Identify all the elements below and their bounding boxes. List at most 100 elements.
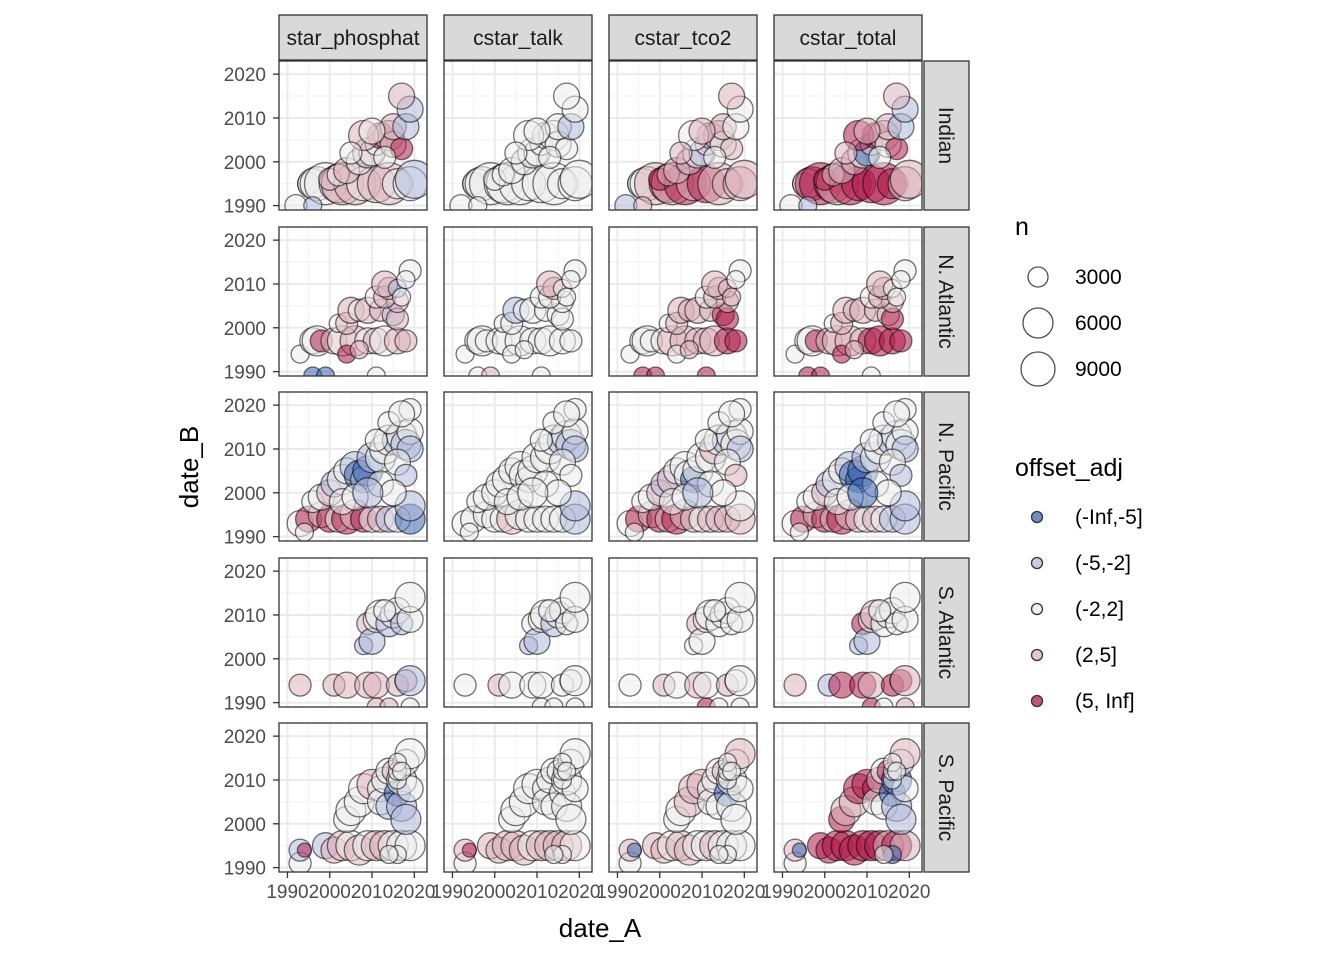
x-tick-label: 2010 [351,882,393,903]
y-tick-label: 2000 [224,319,266,340]
axes-layer: 1990200020102020199020002010202019902000… [224,65,931,903]
data-point [889,463,913,487]
panel-cstar-total-n-atlantic [773,226,923,377]
points-group [453,738,591,872]
points-group [288,581,426,707]
data-point [387,82,416,110]
y-tick-label: 2010 [224,606,266,627]
y-tick-label: 2010 [224,771,266,792]
panel-cstar-talk-indian [443,60,593,211]
data-point [362,671,390,699]
data-point [379,479,407,507]
data-point [721,287,742,307]
data-point [688,117,716,145]
color-legend-key [1030,694,1044,708]
data-point [626,842,643,858]
data-point [538,598,562,623]
panel-star-phosphat-indian [278,60,428,211]
color-legend: offset_adj (-Inf,-5] (-5,-2] (-2,2] (2,5] (5… [1015,454,1143,713]
data-point [853,117,881,145]
data-point [394,665,426,697]
panel-border [608,226,758,377]
strip-background [773,14,923,61]
column-strip-cstar-tco2: cstar_tco2 [608,14,758,61]
data-point [373,598,397,623]
column-strip-cstar-total: cstar_total [773,14,923,61]
color-legend-key [1030,602,1044,616]
data-point [373,145,397,170]
y-tick-label: 2020 [224,396,266,417]
column-strip-star-phosphat: star_phosphat [278,14,428,61]
panel-border [608,60,758,211]
data-point [857,671,885,699]
y-tick-label: 2000 [224,650,266,671]
y-axis-title: date_B [174,426,204,508]
color-legend-label: (2,5] [1075,644,1117,667]
panel-border [278,226,428,377]
panel-cstar-tco2-n-pacific [608,391,758,542]
x-tick-label: 2020 [888,882,930,903]
strip-background [923,722,970,873]
x-tick-label: 2010 [681,882,723,903]
size-legend-label: 9000 [1075,358,1122,381]
x-axis-title: date_A [559,913,642,943]
data-point [703,598,727,623]
data-point [556,761,577,781]
y-tick-label: 2000 [224,153,266,174]
panel-border [608,391,758,542]
data-point [352,477,384,509]
column-strip-label: star_phosphat [286,27,419,50]
data-point [724,329,748,353]
data-point [559,159,592,199]
panel-cstar-talk-n-atlantic [443,226,593,377]
data-point [720,803,752,836]
data-point [886,287,907,307]
panel-cstar-talk-n-pacific [443,391,593,542]
data-point [724,665,756,697]
data-point [692,671,720,699]
row-strip-n-atlantic: N. Atlantic [923,226,970,377]
panel-cstar-total-s-pacific [773,722,923,873]
points-group [618,738,756,872]
data-point [882,82,911,110]
row-strip-label: N. Pacific [934,422,957,511]
data-point [645,366,666,376]
data-point [810,366,831,376]
data-point [504,141,528,165]
data-point [696,366,716,376]
strip-background [923,557,970,708]
points-group [455,259,587,376]
data-point [315,366,336,376]
row-strip-s-pacific: S. Pacific [923,722,970,873]
data-point [724,159,757,199]
x-tick-label: 1990 [266,882,308,903]
data-point [861,366,881,376]
data-point [624,522,645,541]
x-tick-label: 2000 [804,882,846,903]
strip-background [608,14,758,61]
panel-cstar-tco2-s-pacific [608,722,758,873]
data-point [889,329,913,353]
data-point [789,522,810,541]
panel-cstar-talk-s-pacific [443,722,593,873]
panel-cstar-total-indian [773,60,923,211]
data-point [480,366,501,376]
data-point [349,340,369,360]
data-point [400,697,420,707]
panel-border [278,557,428,708]
y-tick-label: 1990 [224,363,266,384]
column-strip-cstar-talk: cstar_talk [443,14,593,61]
x-tick-label: 2020 [558,882,600,903]
data-point [514,340,534,360]
size-legend-label: 3000 [1075,266,1122,289]
points-group [614,82,757,210]
data-point [523,117,551,145]
data-point [694,428,718,452]
data-point [882,400,911,428]
data-point [679,340,699,360]
row-strip-n-pacific: N. Pacific [923,391,970,542]
data-point [874,479,902,507]
data-point [889,159,922,199]
y-tick-label: 2020 [224,65,266,86]
data-point [544,844,564,865]
